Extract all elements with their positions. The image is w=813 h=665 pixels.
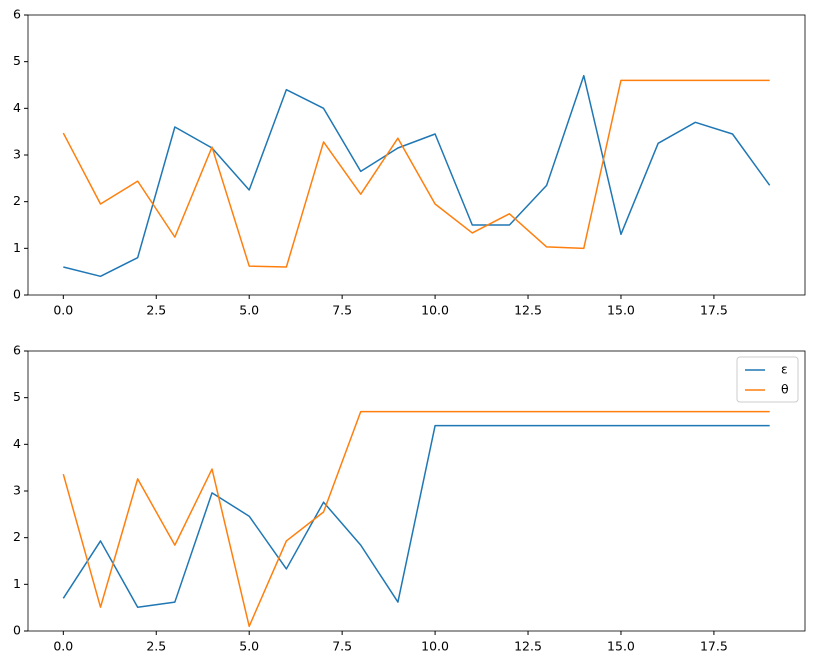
y-tick-label: 6 [13,7,21,22]
x-tick-label: 15.0 [607,639,635,654]
legend: εθ [736,356,799,403]
subplot: 0 1 2 3 4 5 6 0.0 2.5 5.0 7.5 10.0 12.5 15.0 17.5 [13,7,806,318]
legend-box [736,356,799,403]
y-tick-label: 4 [13,100,21,115]
x-tick-label: 7.5 [332,639,352,654]
legend-label: θ [781,382,789,397]
line-series [62,424,770,608]
y-tick-label: 3 [13,483,21,498]
y-tick-label: 2 [13,193,21,208]
x-tick-label: 12.5 [514,303,542,318]
y-tick-label: 2 [13,529,21,544]
x-tick-label: 12.5 [514,639,542,654]
y-tick-label: 1 [13,240,21,255]
x-tick-label: 0.0 [53,303,73,318]
subplot: 0 1 2 3 4 5 6 0.0 2.5 5.0 7.5 10.0 12.5 15.0 17.5 εθ [13,343,806,654]
x-tick-label: 2.5 [146,303,166,318]
y-tick-label: 3 [13,147,21,162]
y-tick-label: 5 [13,389,21,404]
x-tick-label: 10.0 [421,639,449,654]
x-tick-label: 15.0 [607,303,635,318]
y-tick-label: 5 [13,53,21,68]
y-tick-label: 1 [13,576,21,591]
axes-frame [27,14,806,296]
y-tick-label: 6 [13,343,21,358]
x-tick-label: 17.5 [700,303,728,318]
y-tick-label: 4 [13,436,21,451]
x-tick-label: 0.0 [53,639,73,654]
y-tick-label: 0 [13,623,21,638]
x-tick-label: 17.5 [700,639,728,654]
line-series [62,79,770,268]
y-tick-label: 0 [13,287,21,302]
x-tick-label: 10.0 [421,303,449,318]
axes-frame [27,350,806,632]
line-series [62,410,770,628]
x-tick-label: 7.5 [332,303,352,318]
legend-label: ε [781,362,788,377]
x-tick-label: 2.5 [146,639,166,654]
line-series [63,74,771,278]
x-tick-label: 5.0 [239,303,259,318]
x-tick-label: 5.0 [239,639,259,654]
